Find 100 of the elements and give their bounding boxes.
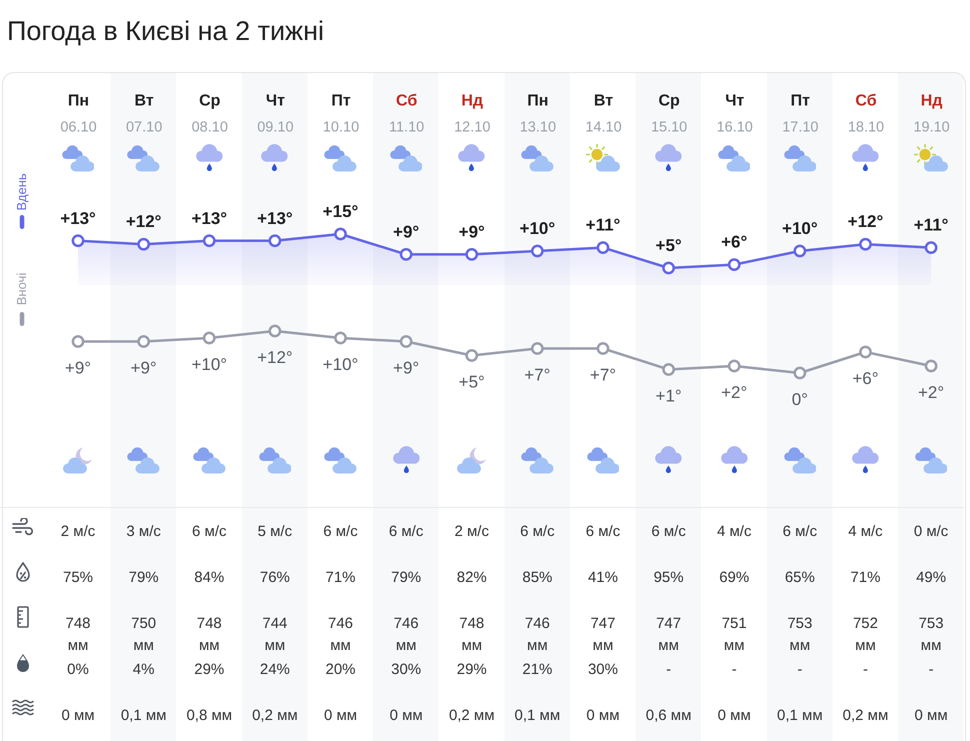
text: 0 мм <box>586 707 620 724</box>
data-label: +12° <box>126 212 162 232</box>
data-label: +9° <box>393 222 420 242</box>
data-label: +6° <box>852 369 879 388</box>
point <box>728 360 741 372</box>
data-label: +7° <box>524 366 550 384</box>
point <box>859 238 872 251</box>
text: 748 мм <box>459 615 484 654</box>
data-label: +15° <box>322 202 359 221</box>
category-label: Ср 08.10 <box>192 92 228 136</box>
point <box>137 335 150 348</box>
category-label: Нд 12.10 <box>454 92 490 136</box>
text: 0,1 мм <box>514 707 560 724</box>
text: 6 м/с <box>782 523 818 540</box>
category-label: Пн 06.10 <box>60 92 97 136</box>
text: 4 м/с <box>848 523 884 540</box>
text: 5 м/с <box>258 523 293 540</box>
data-label: +13° <box>191 208 228 228</box>
text: 30% <box>391 661 422 678</box>
text: 752 мм <box>852 615 878 654</box>
point <box>793 244 806 258</box>
text: 747 мм <box>656 615 682 654</box>
text: 71% <box>325 569 356 586</box>
text: 0,6 мм <box>646 707 692 724</box>
text: 6 м/с <box>323 523 358 540</box>
data-label: +7° <box>590 366 616 384</box>
text: 750 мм <box>131 615 156 654</box>
text: 65% <box>784 569 815 586</box>
text: 746 мм <box>328 615 353 654</box>
point <box>596 241 610 254</box>
category-label: Пт 10.10 <box>322 92 360 136</box>
text: 95% <box>654 569 684 586</box>
point <box>465 248 478 261</box>
data-label: +13° <box>60 208 96 228</box>
text: 0 мм <box>61 707 95 724</box>
data-label: +9° <box>393 358 420 378</box>
text: 75% <box>63 569 94 586</box>
point <box>334 228 347 240</box>
text: 24% <box>260 661 290 678</box>
category-label: Вт 07.10 <box>126 92 162 136</box>
data-label: +10° <box>782 219 818 238</box>
point <box>268 324 282 338</box>
category-label: Чт 09.10 <box>257 92 294 136</box>
point <box>72 234 84 248</box>
text: - <box>732 661 737 678</box>
text: 6 м/с <box>651 523 686 540</box>
category-label: Чт 16.10 <box>716 92 753 136</box>
category-label: Пн 13.10 <box>520 92 556 136</box>
text: 0,1 мм <box>120 707 166 724</box>
point <box>72 335 84 348</box>
data-label: +10° <box>322 355 358 374</box>
text: 748 мм <box>196 615 222 654</box>
data-label: +13° <box>257 208 293 228</box>
point <box>728 258 741 271</box>
text: 0 мм <box>718 707 751 724</box>
text: 3 м/с <box>126 523 162 540</box>
category-label: Пт 17.10 <box>782 92 818 136</box>
text: 746 мм <box>524 615 550 654</box>
point <box>924 360 938 372</box>
data-label: +5° <box>656 236 682 255</box>
text: 0,2 мм <box>448 707 495 724</box>
text: 0% <box>67 661 89 678</box>
text: 79% <box>391 569 422 586</box>
text: 21% <box>522 661 552 678</box>
text: 4% <box>132 661 154 678</box>
text: 76% <box>260 569 290 586</box>
text: - <box>666 661 672 678</box>
point <box>400 248 412 261</box>
text: 79% <box>128 569 159 586</box>
data-label: +9° <box>64 358 92 378</box>
text: 4 м/с <box>716 523 752 540</box>
text: 0 мм <box>324 707 358 724</box>
chart-title: Погода в Києві на 2 тижні <box>7 16 324 46</box>
point <box>924 241 938 254</box>
text: - <box>862 661 868 678</box>
point <box>859 346 872 358</box>
text: 6 м/с <box>388 523 424 540</box>
point <box>793 366 806 380</box>
data-label: +6° <box>721 232 748 252</box>
text: 2 м/с <box>454 523 490 540</box>
point <box>465 349 478 362</box>
text: 6 м/с <box>520 523 556 540</box>
data-label: +5° <box>458 372 485 392</box>
data-label: +11° <box>914 216 949 235</box>
data-label: +10° <box>191 355 228 374</box>
text: 49% <box>916 569 946 586</box>
data-label: +1° <box>656 386 682 406</box>
point <box>662 363 675 376</box>
text: 69% <box>719 569 750 586</box>
text: 2 м/с <box>60 523 96 540</box>
text: 751 мм <box>722 615 747 654</box>
point <box>530 342 544 355</box>
data-label: +12° <box>257 348 293 367</box>
text: 29% <box>194 661 224 678</box>
point <box>662 262 675 274</box>
text: 0 мм <box>914 707 948 724</box>
text: 20% <box>325 661 356 678</box>
point <box>334 332 347 344</box>
data-label: +12° <box>848 212 884 232</box>
text: 0,2 мм <box>252 707 298 724</box>
